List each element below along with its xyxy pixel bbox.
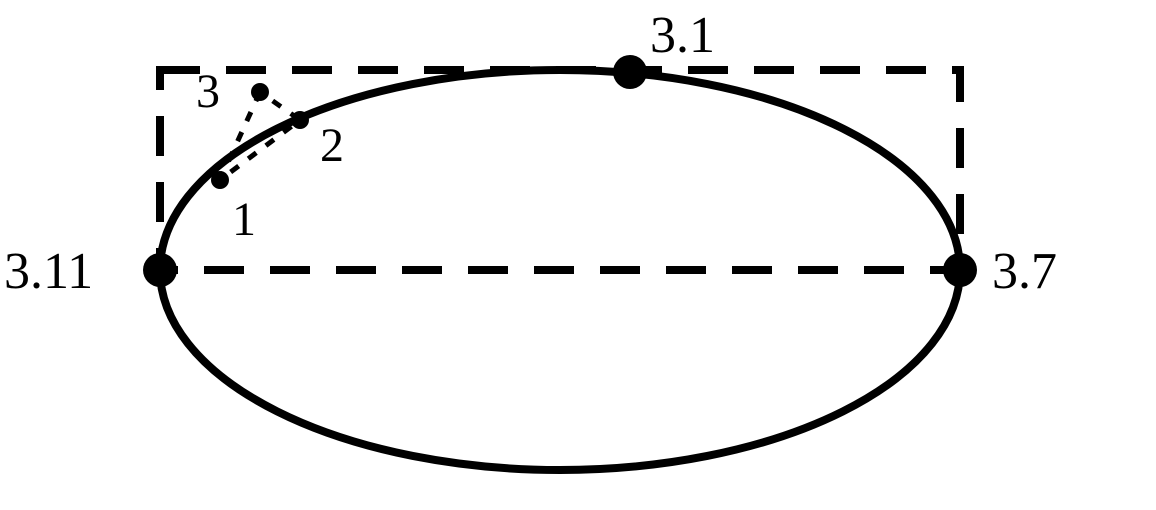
diagram-svg xyxy=(0,0,1156,510)
label-top: 3.1 xyxy=(650,6,715,65)
dashed-rectangle xyxy=(160,70,960,270)
label-p1: 1 xyxy=(232,192,256,247)
point-1 xyxy=(211,171,229,189)
point-left xyxy=(143,253,177,287)
label-p3: 3 xyxy=(196,64,220,119)
label-right: 3.7 xyxy=(992,242,1057,301)
point-right xyxy=(943,253,977,287)
point-3 xyxy=(251,83,269,101)
label-p2: 2 xyxy=(320,118,344,173)
point-2 xyxy=(291,111,309,129)
label-left: 3.11 xyxy=(4,242,93,301)
point-top xyxy=(613,55,647,89)
diagram-container: 3.1 3.7 3.11 1 2 3 xyxy=(0,0,1156,510)
